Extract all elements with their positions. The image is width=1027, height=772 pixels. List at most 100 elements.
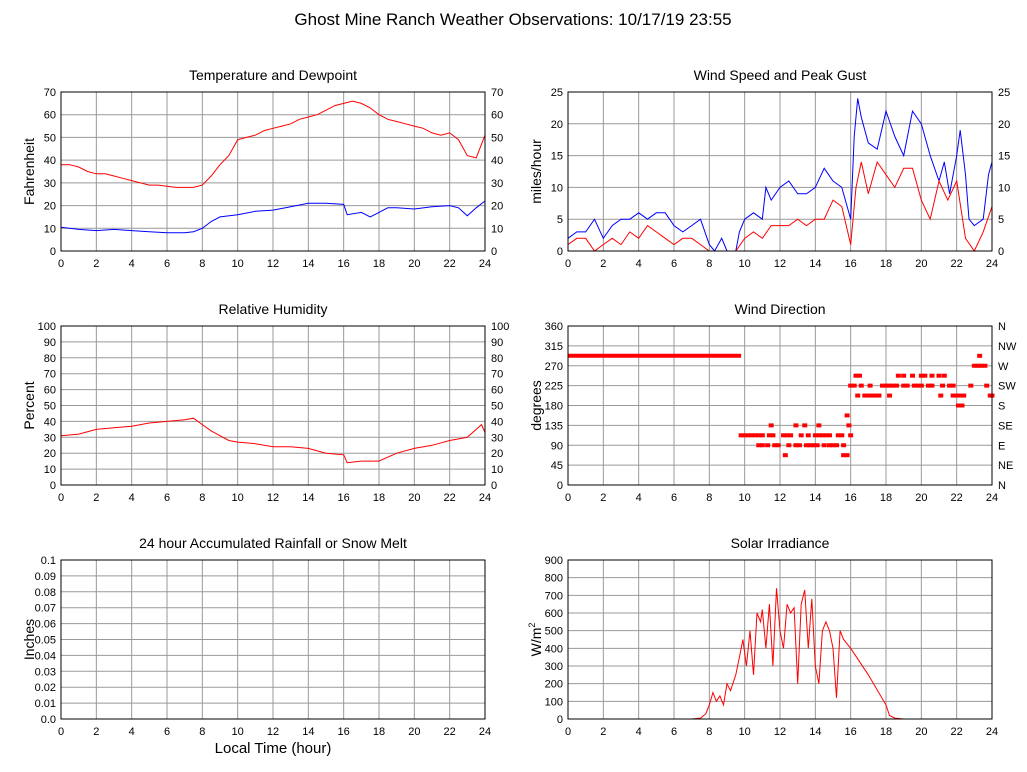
data-point: [925, 383, 931, 388]
series-line-wind-speed: [567, 160, 993, 253]
y-tick-label: 90: [44, 337, 56, 349]
data-point: [887, 383, 893, 388]
y-tick-label-right: 10: [491, 464, 503, 476]
data-point: [812, 433, 818, 438]
data-point: [848, 383, 854, 388]
data-point: [938, 393, 944, 398]
x-tick-label: 8: [199, 492, 205, 504]
x-tick-label: 18: [880, 492, 892, 504]
y-tick-label: 45: [551, 460, 563, 472]
data-point: [857, 373, 862, 378]
x-tick-label: 14: [809, 492, 821, 504]
data-point: [915, 383, 921, 388]
x-tick-label: 22: [444, 726, 456, 738]
data-point: [950, 393, 956, 398]
y-tick-label-right: 70: [491, 87, 503, 99]
x-tick-label: 18: [373, 726, 385, 738]
y-tick-label-right: N: [998, 480, 1006, 492]
x-tick-label: 20: [408, 258, 420, 270]
data-point: [796, 443, 802, 448]
y-tick-label: 15: [551, 151, 563, 163]
series-line-peak-gust: [567, 98, 993, 252]
data-point: [752, 433, 758, 438]
y-tick-label: 135: [545, 420, 563, 432]
x-tick-label: 8: [706, 726, 712, 738]
x-tick-label: 24: [479, 258, 491, 270]
x-tick-label: 12: [774, 492, 786, 504]
x-tick-label: 2: [600, 492, 606, 504]
y-tick-label-right: 40: [491, 155, 503, 167]
series-line-relative-humidity: [60, 417, 486, 464]
y-tick-label-right: 50: [491, 401, 503, 413]
y-axis-label: degrees: [528, 380, 544, 431]
x-tick-label: 16: [845, 258, 857, 270]
x-tick-label: 12: [267, 726, 279, 738]
x-tick-label: 0: [58, 726, 64, 738]
data-point: [805, 433, 811, 438]
y-tick-label-right: SE: [998, 420, 1013, 432]
x-tick-label: 10: [232, 492, 244, 504]
x-tick-label: 18: [373, 492, 385, 504]
x-tick-label: 24: [479, 726, 491, 738]
y-tick-label: 30: [44, 432, 56, 444]
data-point: [862, 393, 868, 398]
x-tick-label: 24: [986, 492, 998, 504]
y-tick-label: 700: [545, 590, 563, 602]
data-point: [968, 383, 974, 388]
data-point: [788, 433, 794, 438]
data-point: [756, 433, 762, 438]
data-point: [765, 443, 771, 448]
data-point: [759, 433, 765, 438]
x-tick-label: 2: [93, 258, 99, 270]
y-tick-label: 10: [44, 223, 56, 235]
x-tick-label: 14: [809, 726, 821, 738]
y-tick-label-right: 30: [491, 178, 503, 190]
data-point: [768, 423, 774, 428]
data-point: [858, 383, 864, 388]
x-tick-label: 22: [444, 258, 456, 270]
y-tick-label: 0: [50, 480, 56, 492]
data-point: [936, 373, 942, 378]
x-tick-label: 20: [915, 492, 927, 504]
y-tick-label: 0.1: [41, 555, 56, 567]
data-point: [798, 433, 804, 438]
y-tick-label: 0.07: [35, 603, 56, 615]
data-point: [879, 383, 885, 388]
data-point: [910, 373, 915, 378]
y-tick-label-right: 60: [491, 110, 503, 122]
y-tick-label-right: 90: [491, 337, 503, 349]
data-point: [901, 383, 907, 388]
subplot-title: Relative Humidity: [219, 301, 328, 317]
y-tick-label-right: W: [998, 361, 1009, 373]
x-tick-label: 14: [302, 726, 314, 738]
plot-frame: [567, 559, 993, 720]
data-point: [759, 443, 765, 448]
data-point: [784, 433, 790, 438]
y-tick-label: 180: [545, 401, 563, 413]
x-tick-label: 10: [232, 726, 244, 738]
data-point: [816, 433, 822, 438]
x-tick-label: 4: [129, 492, 135, 504]
y-tick-label: 70: [44, 87, 56, 99]
data-point: [846, 423, 852, 428]
y-tick-label-right: NE: [998, 460, 1013, 472]
x-tick-label: 4: [636, 492, 642, 504]
y-tick-label: 0: [50, 246, 56, 258]
x-tick-label: 16: [845, 492, 857, 504]
subplot-title: 24 hour Accumulated Rainfall or Snow Mel…: [139, 535, 407, 551]
y-tick-label: 600: [545, 608, 563, 620]
y-tick-label-right: 70: [491, 369, 503, 381]
y-tick-label-right: 0: [998, 246, 1004, 258]
y-tick-label: 500: [545, 626, 563, 638]
data-point: [872, 393, 878, 398]
x-tick-label: 4: [636, 258, 642, 270]
x-tick-label: 18: [373, 258, 385, 270]
y-tick-label: 60: [44, 385, 56, 397]
data-point: [745, 433, 751, 438]
x-tick-label: 8: [199, 258, 205, 270]
y-tick-label: 315: [545, 341, 563, 353]
y-tick-label-right: 20: [491, 448, 503, 460]
data-point: [922, 373, 928, 378]
